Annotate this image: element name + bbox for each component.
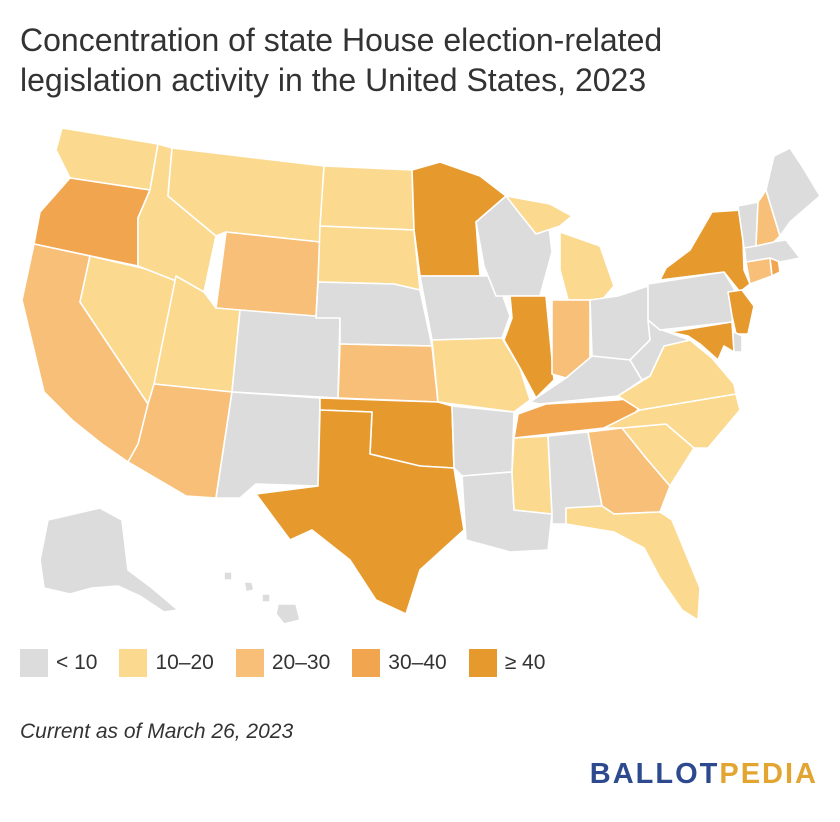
- state-sd: [317, 225, 421, 291]
- state-nh: [755, 189, 781, 247]
- chart-title: Concentration of state House election-re…: [20, 20, 820, 100]
- state-nd: [319, 165, 415, 231]
- legend-swatch: [20, 649, 48, 677]
- state-il: [503, 295, 555, 399]
- state-ms: [511, 435, 553, 515]
- state-pa: [647, 271, 737, 331]
- legend-swatch: [468, 649, 497, 677]
- legend-label: ≥ 40: [504, 651, 546, 674]
- state-ks: [337, 343, 439, 403]
- ballotpedia-logo: BALLOTPEDIA: [590, 758, 818, 791]
- state-ny: [659, 209, 751, 293]
- legend: < 10 10–20 20–30 30–40 ≥ 40: [20, 648, 567, 678]
- legend-swatch: [352, 649, 381, 677]
- title-line-1: Concentration of state House election-re…: [20, 22, 663, 58]
- legend-item-lt10: < 10: [20, 649, 97, 677]
- legend-label: 10–20: [155, 651, 214, 674]
- state-ia: [419, 275, 511, 341]
- title-line-2: legislation activity in the United State…: [20, 62, 647, 98]
- state-md: [669, 321, 735, 361]
- state-fl: [565, 505, 701, 621]
- state-me: [765, 147, 821, 237]
- state-mo: [431, 337, 531, 413]
- state-wv: [629, 319, 691, 381]
- legend-item-ge40: ≥ 40: [468, 649, 546, 677]
- state-wy: [215, 231, 321, 319]
- state-co: [231, 309, 341, 399]
- state-ar: [451, 405, 515, 477]
- legend-label: 30–40: [388, 651, 447, 674]
- logo-part-ballot: BALLOT: [589, 758, 720, 790]
- legend-item-20-30: 20–30: [235, 649, 331, 677]
- legend-swatch: [119, 649, 148, 677]
- legend-item-30-40: 30–40: [352, 649, 447, 677]
- state-nj: [727, 289, 755, 335]
- logo-part-pedia: PEDIA: [719, 758, 818, 790]
- legend-swatch: [235, 649, 264, 677]
- state-ak: [39, 507, 179, 613]
- state-hi: [223, 571, 301, 625]
- state-tx: [255, 409, 465, 615]
- legend-label: < 10: [56, 651, 98, 674]
- legend-item-10-20: 10–20: [119, 649, 214, 677]
- state-nm: [215, 391, 321, 499]
- legend-label: 20–30: [271, 651, 331, 674]
- footnote: Current as of March 26, 2023: [20, 720, 294, 743]
